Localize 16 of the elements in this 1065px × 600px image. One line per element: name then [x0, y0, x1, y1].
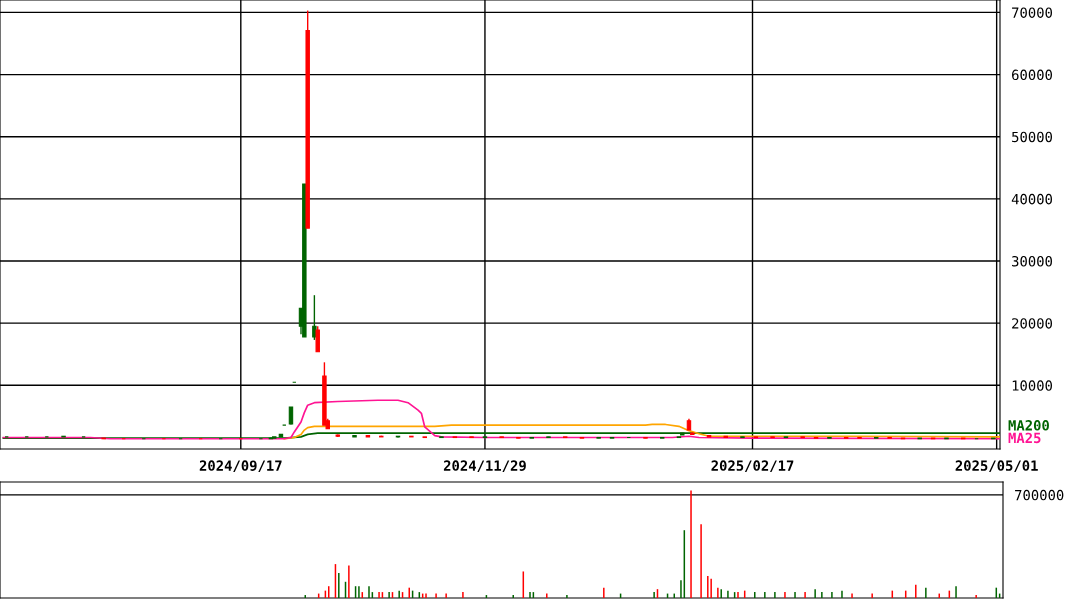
y-tick-label: 70000: [1012, 7, 1053, 18]
candlestick: [315, 325, 320, 353]
y-tick-label: 700000: [1015, 489, 1064, 501]
x-tick-label: 2024/09/17: [199, 460, 282, 472]
x-tick-label: 2025/02/17: [711, 460, 794, 472]
y-tick-label: 20000: [1012, 318, 1053, 329]
x-tick-label: 2024/11/29: [443, 460, 526, 472]
x-tick-label: 2025/05/01: [955, 460, 1038, 472]
y-tick-label: 40000: [1011, 193, 1053, 205]
y-tick-label: 60000: [1012, 69, 1053, 81]
y-tick-label: 10000: [1012, 380, 1053, 391]
y-tick-label: 50000: [1012, 131, 1053, 143]
series-label: MA25: [1008, 432, 1041, 444]
line-series: [2, 399, 1000, 440]
series-label: MA200: [1008, 420, 1049, 431]
y-tick-label: 30000: [1012, 256, 1053, 267]
